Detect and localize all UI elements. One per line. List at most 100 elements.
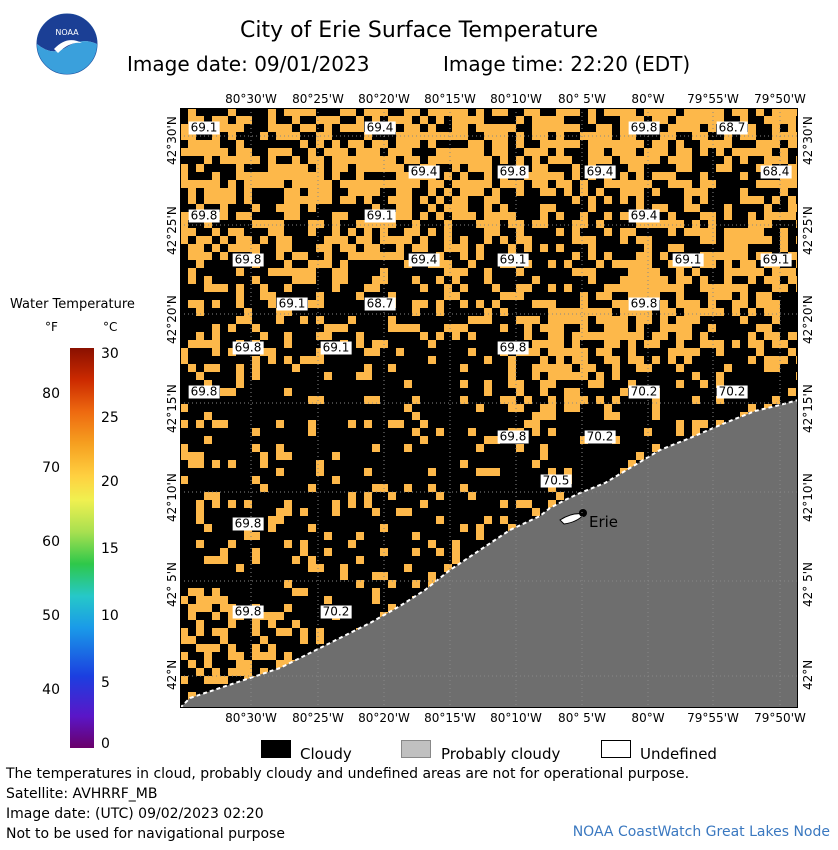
undefined-swatch (601, 740, 631, 758)
temperature-label: 69.1 (320, 340, 352, 355)
cloudy-swatch (261, 740, 291, 758)
temperature-label: 69.8 (497, 164, 529, 179)
temperature-label: 69.1 (188, 120, 220, 135)
utc-date-text: Image date: (UTC) 09/02/2023 02:20 (6, 806, 264, 822)
color-scale-bar (70, 348, 94, 748)
temperature-label: 69.4 (408, 164, 440, 179)
map-frame (180, 108, 798, 708)
lon-label-bottom: 79°55'W (687, 711, 739, 725)
f-tick-label: 60 (42, 534, 60, 550)
noaa-logo-text: NOAA (55, 28, 79, 37)
lat-label-left: 42°25'N (165, 206, 179, 255)
temperature-label: 69.4 (408, 252, 440, 267)
temperature-label: 69.1 (364, 208, 396, 223)
temperature-label: 70.2 (320, 604, 352, 619)
map-title: City of Erie Surface Temperature (239, 18, 599, 43)
lon-label-top: 80°15'W (424, 92, 476, 106)
lat-label-right: 42°20'N (801, 295, 815, 344)
c-tick-label: 25 (101, 410, 119, 426)
lon-label-bottom: 80°20'W (358, 711, 410, 725)
lon-label-bottom: 79°50'W (754, 711, 806, 725)
lon-label-top: 80°20'W (358, 92, 410, 106)
lon-label-bottom: 80°30'W (225, 711, 277, 725)
c-tick-label: 20 (101, 474, 119, 490)
c-tick-label: 30 (101, 346, 119, 362)
lon-label-top: 79°50'W (754, 92, 806, 106)
legend-unit-c: °C (103, 320, 118, 334)
lat-label-right: 42°15'N (801, 384, 815, 433)
disclaimer-text: The temperatures in cloud, probably clou… (6, 766, 690, 782)
temperature-label: 70.2 (628, 384, 660, 399)
legend-title: Water Temperature (10, 297, 135, 312)
map-canvas (180, 108, 798, 708)
city-label-erie: Erie (589, 513, 619, 531)
temperature-label: 68.7 (364, 296, 396, 311)
lat-label-right: 42°10'N (801, 473, 815, 522)
lon-label-top: 80°W (631, 92, 665, 106)
lon-label-bottom: 80°25'W (292, 711, 344, 725)
temperature-label: 69.1 (276, 296, 308, 311)
lon-label-top: 79°55'W (687, 92, 739, 106)
lon-label-top: 80°30'W (225, 92, 277, 106)
temperature-label: 69.1 (497, 252, 529, 267)
lat-label-left: 42°15'N (165, 384, 179, 433)
c-tick-label: 5 (101, 675, 110, 691)
land-area (180, 398, 798, 708)
temperature-label: 69.8 (628, 120, 660, 135)
f-tick-label: 40 (42, 682, 60, 698)
lon-label-bottom: 80° 5'W (558, 711, 606, 725)
lat-label-left: 42°30'N (165, 116, 179, 165)
navigation-warning: Not to be used for navigational purpose (6, 826, 285, 842)
temperature-label: 69.8 (188, 384, 220, 399)
temperature-label: 69.8 (232, 252, 264, 267)
lat-label-left: 42°N (165, 659, 179, 690)
c-tick-label: 15 (101, 541, 119, 557)
lon-label-top: 80° 5'W (558, 92, 606, 106)
legend-unit-f: °F (45, 320, 58, 334)
f-tick-label: 70 (42, 460, 60, 476)
satellite-text: Satellite: AVHRRF_MB (6, 786, 158, 802)
lon-label-top: 80°25'W (292, 92, 344, 106)
lat-label-right: 42°30'N (801, 116, 815, 165)
temperature-map (180, 108, 798, 708)
temperature-label: 69.8 (232, 516, 264, 531)
f-tick-label: 80 (42, 386, 60, 402)
lat-label-left: 42°20'N (165, 295, 179, 344)
lon-label-top: 80°10'W (490, 92, 542, 106)
probably-cloudy-swatch (401, 740, 431, 758)
f-tick-label: 50 (42, 608, 60, 624)
lon-label-bottom: 80°15'W (424, 711, 476, 725)
lat-label-right: 42° 5'N (801, 562, 815, 607)
temperature-label: 69.8 (628, 296, 660, 311)
lat-label-left: 42° 5'N (165, 562, 179, 607)
temperature-label: 69.4 (584, 164, 616, 179)
temperature-label: 70.2 (584, 429, 616, 444)
temperature-label: 69.8 (497, 429, 529, 444)
lat-label-right: 42°N (801, 659, 815, 690)
temperature-label: 69.8 (188, 208, 220, 223)
probably-cloudy-label: Probably cloudy (441, 745, 561, 763)
temperature-label: 69.4 (364, 120, 396, 135)
c-tick-label: 10 (101, 608, 119, 624)
temperature-label: 68.4 (760, 164, 792, 179)
lon-label-bottom: 80°10'W (490, 711, 542, 725)
lat-label-right: 42°25'N (801, 206, 815, 255)
temperature-label: 69.8 (497, 340, 529, 355)
c-tick-label: 0 (101, 736, 110, 752)
temperature-label: 70.5 (540, 473, 572, 488)
temperature-label: 69.4 (628, 208, 660, 223)
cloudy-label: Cloudy (300, 745, 352, 763)
noaa-logo: NOAA (36, 13, 98, 75)
lon-label-bottom: 80°W (631, 711, 665, 725)
temperature-label: 70.2 (716, 384, 748, 399)
credit-text: NOAA CoastWatch Great Lakes Node (572, 824, 830, 840)
temperature-label: 69.8 (232, 340, 264, 355)
lat-label-left: 42°10'N (165, 473, 179, 522)
image-time: Image time: 22:20 (EDT) (443, 52, 691, 76)
erie-marker (579, 509, 587, 517)
temperature-label: 69.1 (760, 252, 792, 267)
image-date: Image date: 09/01/2023 (127, 52, 370, 76)
temperature-label: 69.1 (672, 252, 704, 267)
undefined-label: Undefined (640, 745, 717, 763)
temperature-label: 69.8 (232, 604, 264, 619)
